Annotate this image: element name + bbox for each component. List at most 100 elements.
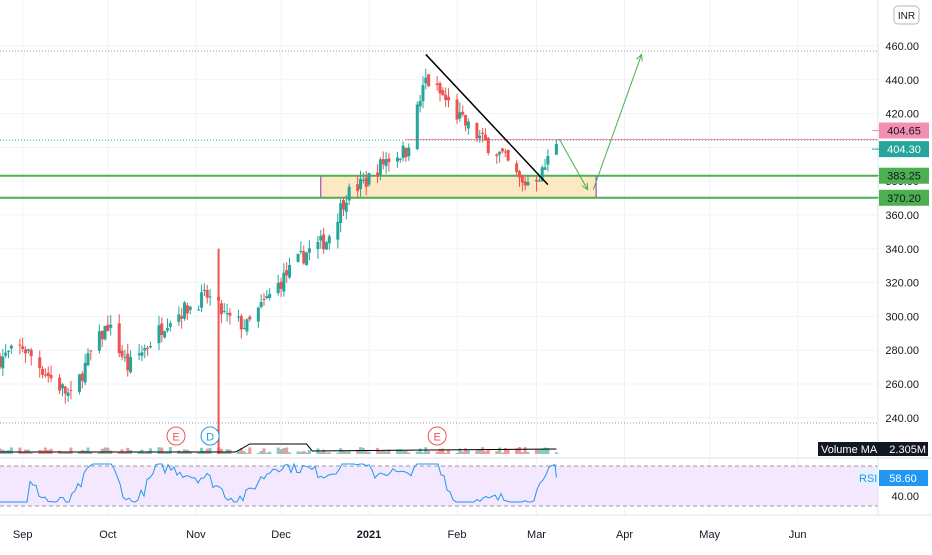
- candle-body: [307, 248, 311, 253]
- volume-bar: [486, 449, 490, 454]
- volume-bar: [503, 447, 507, 454]
- candle-body: [80, 373, 84, 381]
- price-level-tag[interactable]: 404.65: [872, 122, 929, 139]
- price-level-tag-bg: [879, 141, 929, 158]
- volume-bar: [285, 447, 289, 454]
- volume-bar: [395, 449, 399, 454]
- volume-bar: [148, 448, 152, 454]
- candle-body: [4, 352, 8, 356]
- candle-body: [356, 184, 360, 192]
- volume-bar: [296, 451, 300, 454]
- candle-body: [498, 151, 502, 155]
- time-tick-label: Nov: [186, 529, 206, 541]
- volume-bar: [506, 449, 510, 454]
- volume-ma-legend[interactable]: Volume MA 2.305M: [818, 442, 928, 456]
- volume-bar: [441, 448, 445, 454]
- volume-bar: [347, 451, 351, 454]
- candle-body: [89, 350, 93, 352]
- candle-body: [66, 392, 70, 397]
- candle-body: [302, 251, 306, 264]
- volume-bar: [157, 447, 161, 454]
- price-level-tag-text: 404.30: [887, 144, 921, 156]
- projection-arrow[interactable]: [592, 54, 643, 190]
- volume-bar: [520, 452, 524, 454]
- candle-body: [276, 282, 280, 294]
- price-tick-label: 420.00: [885, 109, 919, 121]
- horizontal-levels: [0, 139, 878, 199]
- projection-arrow[interactable]: [558, 138, 589, 190]
- volume-bar: [208, 447, 212, 454]
- volume-ma-value: 2.305M: [889, 444, 926, 456]
- candle-body: [126, 353, 130, 371]
- candle-body: [49, 374, 53, 379]
- earnings-marker[interactable]: E: [427, 426, 447, 446]
- volume-bar: [222, 451, 226, 454]
- candle-body: [506, 149, 510, 161]
- volume-bar: [66, 452, 70, 454]
- price-level-tag[interactable]: 383.25: [872, 167, 929, 184]
- candle-body: [327, 236, 331, 244]
- volume-bar: [97, 451, 101, 454]
- price-labels: 404.65 404.30 383.25 370.20 Volume MA 2.305M R…: [818, 122, 929, 486]
- dividend-marker[interactable]: D: [200, 426, 220, 446]
- volume-bar: [268, 451, 272, 454]
- volume-ma-legend-bg: [818, 442, 928, 456]
- volume-bar: [69, 447, 73, 454]
- candle-body: [123, 357, 127, 359]
- candle-body: [239, 316, 243, 330]
- candle-body: [106, 324, 110, 332]
- volume-ma-line: [0, 443, 557, 453]
- demand-zone-rectangle[interactable]: [320, 175, 597, 199]
- volume-bar: [256, 452, 260, 454]
- candle-body: [100, 330, 104, 340]
- volume-bar: [466, 450, 470, 454]
- candle-body: [265, 296, 269, 299]
- volume-bar: [461, 451, 465, 454]
- candle-body: [475, 123, 479, 139]
- candle-body: [63, 386, 67, 394]
- volume-bar: [464, 448, 468, 454]
- candle-body: [208, 296, 212, 298]
- volume-bar: [336, 452, 340, 454]
- volume-bar: [523, 447, 527, 454]
- candle-body: [180, 316, 184, 319]
- volume-bar: [106, 447, 110, 454]
- downtrend-line[interactable]: [425, 53, 549, 186]
- candle-body: [228, 312, 232, 316]
- currency-label: INR: [898, 11, 915, 22]
- time-tick-label: Mar: [527, 529, 546, 541]
- candle-body: [285, 270, 289, 276]
- volume-bar: [197, 451, 201, 454]
- marker-circle: [427, 426, 447, 446]
- marker-circle: [200, 426, 220, 446]
- volume-bar: [344, 451, 348, 454]
- candle-body: [200, 292, 204, 308]
- volume-bar: [495, 451, 499, 454]
- price-level-tag-bg: [879, 189, 929, 206]
- earnings-marker[interactable]: E: [166, 426, 186, 446]
- volume-bar: [418, 448, 422, 454]
- volume-bar: [341, 450, 345, 454]
- candle-body: [384, 159, 388, 167]
- candle-body: [526, 182, 530, 186]
- candle-body: [163, 331, 167, 338]
- rsi-legend[interactable]: RSI 58.60: [857, 470, 928, 486]
- volume-bar: [327, 452, 331, 454]
- rsi-value: 58.60: [889, 473, 917, 485]
- candle-body: [46, 372, 50, 377]
- price-level-tag[interactable]: 370.20: [872, 189, 929, 206]
- candle-body: [341, 199, 345, 210]
- candle-body: [146, 347, 150, 349]
- volume-bar: [387, 449, 391, 454]
- candle-body: [129, 356, 133, 373]
- price-level-tag[interactable]: 404.30: [872, 141, 929, 158]
- volume-bar: [143, 452, 147, 454]
- currency-badge[interactable]: INR: [893, 5, 920, 25]
- volume-bar: [100, 448, 104, 454]
- rsi-line: [0, 462, 557, 503]
- candle-body: [435, 83, 439, 86]
- volume-bar: [535, 449, 539, 454]
- volume-bar: [18, 447, 22, 454]
